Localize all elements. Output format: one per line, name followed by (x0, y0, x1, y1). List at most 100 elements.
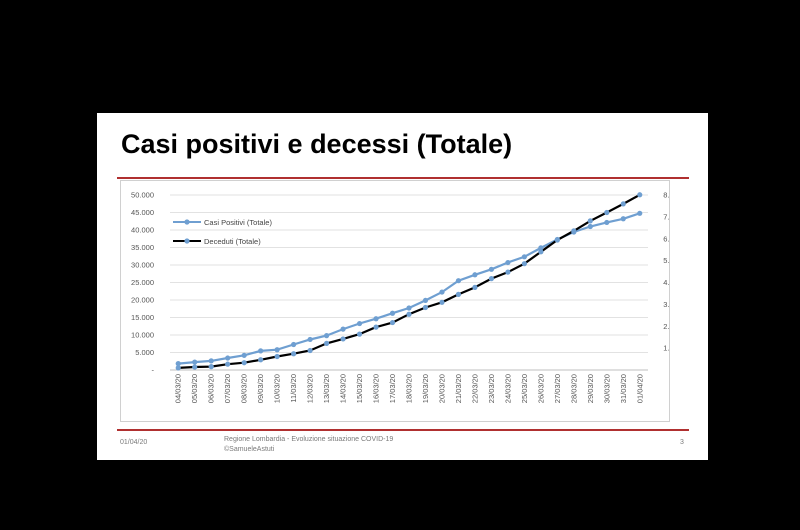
data-point-deaths (291, 351, 297, 357)
data-point-positive (192, 359, 198, 365)
x-tick-label: 01/04/20 (635, 374, 644, 403)
data-point-deaths (439, 299, 445, 305)
x-tick-label: 17/03/20 (388, 374, 397, 403)
x-tick-label: 11/03/20 (289, 374, 298, 403)
data-point-deaths (356, 331, 363, 337)
footer-source: Regione Lombardia - Evoluzione situazion… (224, 435, 393, 455)
data-point-deaths (554, 237, 560, 243)
data-point-deaths (538, 249, 544, 255)
x-tick-label: 08/03/20 (240, 374, 249, 403)
x-tick-label: 29/03/20 (586, 374, 595, 403)
legend-deaths-marker (184, 238, 190, 244)
data-point-deaths (274, 353, 280, 360)
data-point-positive (225, 355, 231, 361)
title-divider (117, 177, 689, 179)
x-tick-label: 24/03/20 (503, 374, 512, 403)
data-point-deaths (505, 269, 511, 275)
chart-legend: Casi Positivi (Totale) Deceduti (Totale) (173, 218, 272, 246)
x-tick-label: 19/03/20 (421, 374, 430, 403)
data-point-positive (291, 341, 297, 348)
data-point-deaths (406, 311, 412, 317)
y-left-tick-label: 40.000 (131, 226, 154, 235)
x-tick-label: 13/03/20 (322, 374, 331, 403)
y-left-tick-label: 45.000 (131, 208, 154, 217)
x-tick-label: 23/03/20 (487, 374, 496, 403)
data-point-positive (637, 210, 643, 216)
y-left-tick-label: 50.000 (131, 191, 154, 200)
y-left-tick-label: - (152, 366, 155, 375)
data-point-positive (258, 348, 264, 354)
data-point-positive (538, 245, 544, 251)
x-axis-ticks: 04/03/20 05/03/20 06/03/20 07/03/20 08/03/20… (174, 374, 645, 403)
data-point-positive (455, 278, 462, 284)
data-point-deaths (373, 324, 379, 330)
y-left-tick-label: 10.000 (131, 331, 154, 340)
data-point-deaths (208, 364, 214, 370)
data-point-positive (422, 297, 429, 304)
y-right-tick-label: 2.000 (663, 322, 669, 331)
x-tick-label: 12/03/20 (306, 374, 315, 403)
y-right-axis-ticks: -1.0002.0003.0004.0005.0006.0007.0008.00… (663, 191, 682, 375)
x-tick-label: 22/03/20 (470, 374, 479, 403)
data-point-positive (406, 305, 412, 311)
data-point-positive (307, 336, 313, 343)
data-point-positive (488, 266, 495, 272)
x-tick-label: 10/03/20 (273, 374, 282, 403)
slide-title: Casi positivi e decessi (Totale) (121, 129, 513, 159)
data-point-positive (389, 310, 396, 316)
x-tick-label: 05/03/20 (190, 374, 199, 403)
series-lines (175, 192, 643, 371)
legend-deaths-label: Deceduti (Totale) (204, 237, 261, 246)
series-line-positive (178, 212, 641, 365)
x-tick-label: 25/03/20 (520, 374, 529, 403)
y-left-tick-label: 5.000 (135, 348, 154, 357)
y-left-tick-label: 25.000 (131, 278, 154, 287)
footer-divider (117, 429, 689, 431)
data-point-positive (323, 333, 330, 339)
data-point-deaths (521, 261, 527, 267)
y-left-tick-label: 35.000 (131, 243, 154, 252)
data-point-deaths (571, 228, 577, 234)
data-point-positive (604, 219, 610, 226)
x-tick-label: 18/03/20 (405, 374, 414, 403)
x-tick-label: 21/03/20 (454, 374, 463, 403)
y-right-tick-label: 1.000 (663, 344, 669, 353)
x-tick-label: 14/03/20 (339, 374, 348, 403)
legend-positive-label: Casi Positivi (Totale) (204, 218, 272, 227)
y-right-tick-label: 3.000 (663, 300, 669, 309)
y-right-tick-label: 4.000 (663, 278, 669, 287)
y-right-tick-label: 7.000 (663, 212, 669, 221)
x-tick-label: 26/03/20 (536, 374, 545, 403)
data-point-positive (439, 289, 445, 295)
y-right-tick-label: 8.000 (663, 191, 669, 200)
data-point-deaths (225, 361, 231, 367)
data-point-positive (356, 320, 363, 327)
data-point-positive (340, 326, 346, 332)
slide: Casi positivi e decessi (Totale) - 5.000 1… (97, 113, 708, 460)
y-right-tick-label: 5.000 (663, 256, 669, 265)
data-point-deaths (258, 357, 264, 363)
data-point-positive (472, 272, 478, 278)
data-point-positive (521, 254, 527, 260)
data-point-deaths (587, 218, 593, 224)
data-point-deaths (192, 364, 198, 370)
x-tick-label: 09/03/20 (256, 374, 265, 403)
y-left-tick-label: 15.000 (131, 313, 154, 322)
data-point-deaths (389, 319, 396, 326)
data-point-positive (208, 358, 214, 364)
data-point-positive (274, 347, 280, 353)
data-point-deaths (472, 284, 478, 290)
gridlines (170, 194, 648, 371)
data-point-positive (241, 352, 247, 358)
footer-source-line2: ©SamueleAstuti (224, 446, 275, 453)
data-point-positive (175, 361, 181, 367)
x-tick-label: 27/03/20 (553, 374, 562, 403)
data-point-positive (373, 316, 379, 322)
data-point-deaths (340, 336, 346, 342)
x-tick-label: 16/03/20 (372, 374, 381, 403)
data-point-deaths (175, 365, 181, 371)
y-right-tick-label: 6.000 (663, 234, 669, 243)
data-point-deaths (620, 201, 626, 207)
data-point-deaths (637, 192, 643, 198)
data-point-deaths (422, 304, 429, 311)
